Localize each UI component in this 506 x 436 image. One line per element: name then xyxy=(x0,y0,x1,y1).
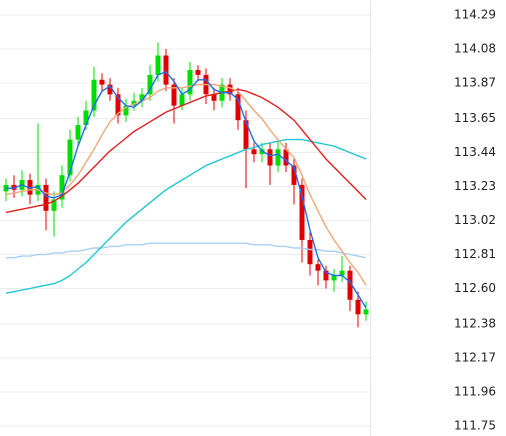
candle-body xyxy=(155,55,161,75)
y-tick-label: 113.23 xyxy=(454,179,496,193)
candle-body xyxy=(355,299,361,315)
candle-body xyxy=(67,139,73,176)
y-tick-label: 114.29 xyxy=(454,8,496,22)
candle-body xyxy=(267,149,273,166)
candle-body xyxy=(331,275,337,281)
y-tick-label: 112.81 xyxy=(454,247,496,261)
y-tick-label: 113.02 xyxy=(454,213,496,227)
moving-average-line xyxy=(5,83,367,286)
candle-body xyxy=(163,55,169,85)
candle-body xyxy=(323,270,329,281)
candle-body xyxy=(123,105,129,116)
candle-body xyxy=(315,264,321,271)
candle-body xyxy=(131,100,137,106)
candle-body xyxy=(83,110,89,126)
candle-body xyxy=(51,199,57,211)
candle-body xyxy=(363,309,369,315)
y-tick-label: 114.08 xyxy=(454,42,496,56)
candle-body xyxy=(275,149,281,166)
candle-body xyxy=(91,79,97,111)
candle-body xyxy=(347,270,353,300)
candle-body xyxy=(251,149,257,155)
candle-body xyxy=(307,239,313,265)
candle-body xyxy=(59,175,65,200)
y-tick-label: 112.60 xyxy=(454,281,496,295)
candle-body xyxy=(339,270,345,276)
y-tick-label: 113.87 xyxy=(454,75,496,89)
y-tick-label: 111.96 xyxy=(454,384,496,398)
candle-body xyxy=(115,94,121,116)
candle-body xyxy=(43,184,49,211)
candle-body xyxy=(171,84,177,106)
candle-body xyxy=(259,149,265,155)
candle-body xyxy=(283,149,289,166)
moving-average-line xyxy=(6,70,367,309)
candle-body xyxy=(147,74,153,95)
y-tick-label: 112.38 xyxy=(454,317,496,331)
candle-body xyxy=(195,70,201,75)
candle-body xyxy=(27,180,33,195)
candle-body xyxy=(211,94,217,101)
candle-body xyxy=(11,184,17,190)
y-tick-label: 111.75 xyxy=(454,418,496,432)
candle-body xyxy=(243,120,249,150)
y-tick-label: 113.65 xyxy=(454,111,496,125)
candle-body xyxy=(291,165,297,185)
candle-body xyxy=(179,94,185,106)
candle-body xyxy=(299,184,305,240)
moving-average-line xyxy=(5,138,367,294)
candle-body xyxy=(235,94,241,121)
y-tick-label: 113.44 xyxy=(454,145,496,159)
candle-body xyxy=(107,84,113,95)
moving-average-line xyxy=(6,242,367,259)
candle-body xyxy=(99,79,105,85)
moving-average-line xyxy=(5,88,367,214)
candle-body xyxy=(139,94,145,101)
candle-body xyxy=(227,84,233,95)
candle-body xyxy=(75,125,81,140)
y-tick-label: 112.17 xyxy=(454,351,496,365)
candle-body xyxy=(187,70,193,95)
